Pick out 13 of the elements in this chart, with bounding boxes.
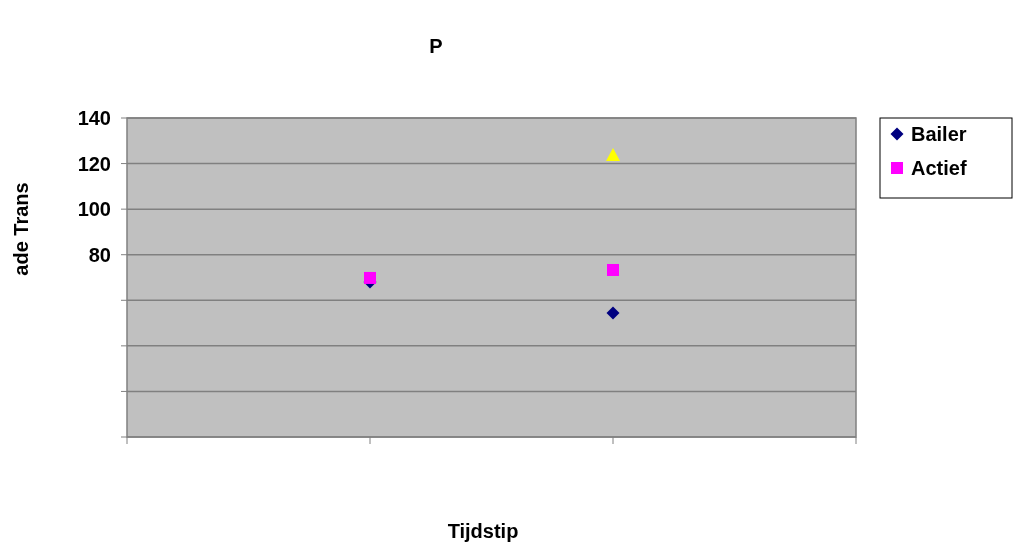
legend-label: Actief xyxy=(911,157,967,179)
chart-title: P xyxy=(429,35,443,57)
point xyxy=(606,147,620,161)
y-tick-label: 140 xyxy=(77,107,111,129)
point xyxy=(364,271,376,284)
y-tick-label: 100 xyxy=(77,198,111,221)
y-axis-title: ade Trans xyxy=(10,182,32,276)
y-tick-label: 80 xyxy=(88,243,111,266)
point xyxy=(607,263,619,276)
x-axis-title: Tijdstip xyxy=(447,520,519,542)
legend-label: Bailer xyxy=(911,123,967,145)
point xyxy=(606,306,620,320)
y-tick-label: 120 xyxy=(77,152,111,175)
